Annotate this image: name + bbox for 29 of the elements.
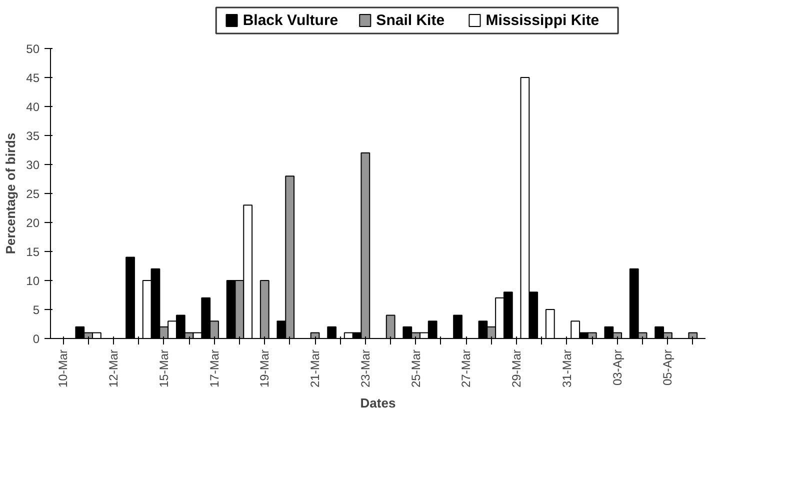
x-tick-label: 12-Mar <box>106 349 120 388</box>
x-tick-label: 10-Mar <box>56 349 70 388</box>
x-axis-title: Dates <box>360 396 396 411</box>
y-tick-label: 45 <box>26 71 40 85</box>
y-tick-label: 5 <box>32 303 40 317</box>
y-tick-label: 10 <box>26 274 40 288</box>
x-tick-label: 21-Mar <box>308 349 322 388</box>
legend-label: Black Vulture <box>242 12 338 29</box>
x-tick-label: 15-Mar <box>156 349 171 388</box>
y-tick-label: 35 <box>26 129 40 143</box>
x-tick-label: 29-Mar <box>510 349 524 388</box>
x-tick-label: 27-Mar <box>459 349 474 388</box>
y-tick-label: 15 <box>26 245 40 259</box>
x-tick-label: 17-Mar <box>207 349 222 388</box>
y-tick-label: 30 <box>26 158 40 172</box>
x-tick-label: 31-Mar <box>560 349 574 388</box>
x-tick-label: 03-Apr <box>610 349 624 386</box>
y-tick-label: 20 <box>26 216 40 230</box>
y-tick-label: 0 <box>32 332 40 346</box>
x-tick-label: 25-Mar <box>408 349 423 388</box>
y-axis-title: Percentage of birds <box>3 132 18 254</box>
legend-label: Snail Kite <box>376 12 445 29</box>
x-tick-label: 05-Apr <box>660 349 675 386</box>
y-tick-label: 50 <box>26 42 40 56</box>
y-tick-label: 25 <box>26 187 40 201</box>
x-tick-label: 19-Mar <box>258 349 272 388</box>
y-tick-label: 40 <box>26 100 40 114</box>
legend-label: Mississippi Kite <box>486 12 600 29</box>
x-tick-label: 23-Mar <box>358 349 372 388</box>
